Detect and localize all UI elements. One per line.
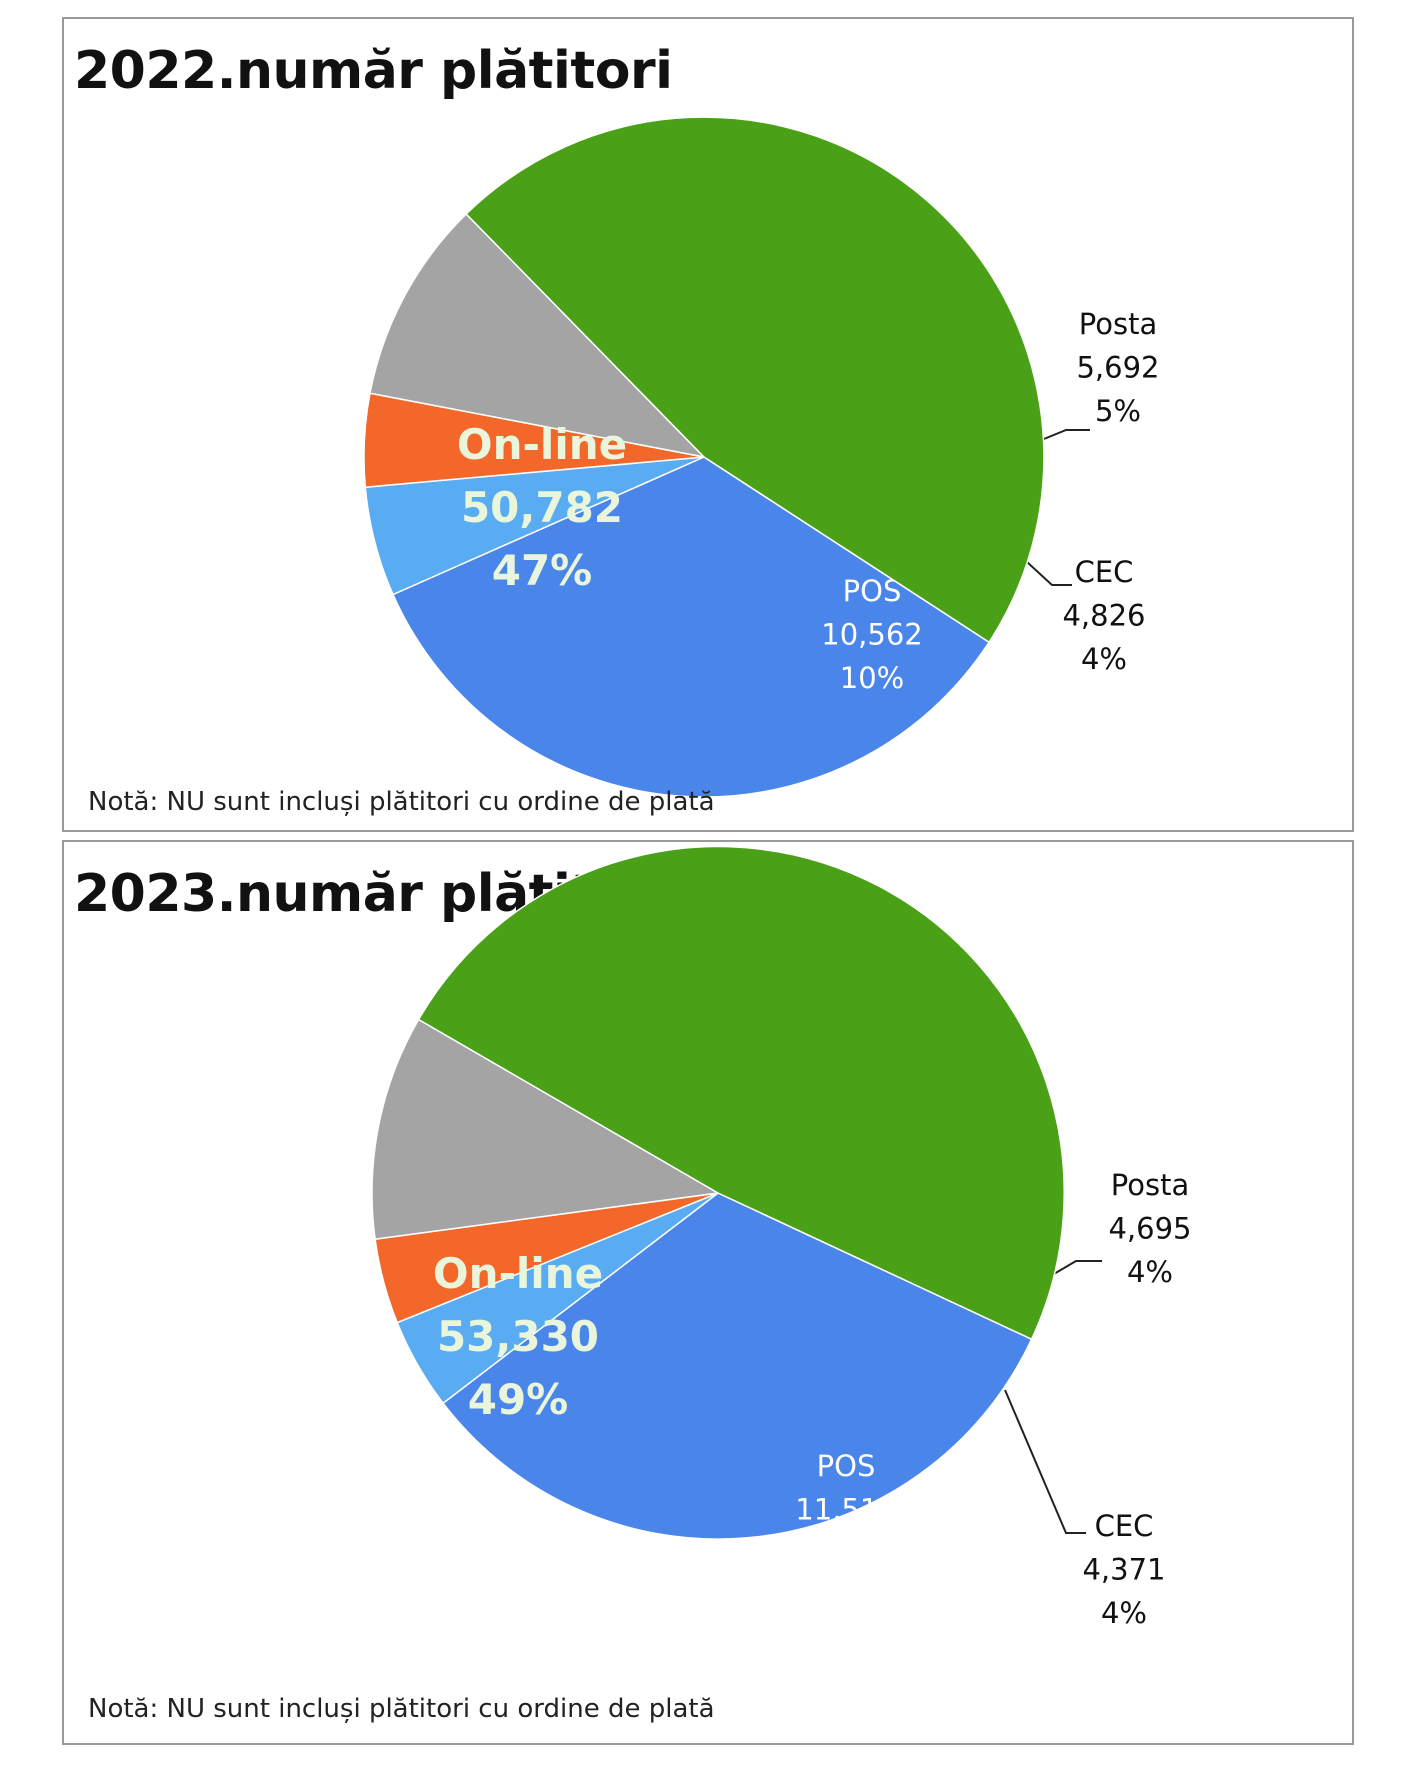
slice-value-cec: 4,826 bbox=[1062, 599, 1145, 633]
slice-value-pos: 11,515 bbox=[795, 1493, 896, 1527]
slice-value-posta: 4,695 bbox=[1108, 1212, 1191, 1246]
slice-percent-pos: 10% bbox=[814, 1536, 878, 1570]
slice-label-posta: Posta bbox=[1079, 307, 1157, 341]
pie-chart-2023: Casierie35,85633%Posta4,6954%CEC4,3714%P… bbox=[371, 845, 1192, 1630]
slice-value-on-line: 53,330 bbox=[437, 1312, 599, 1361]
slice-label-cec: CEC bbox=[1075, 555, 1134, 589]
pie-slice-on-line bbox=[465, 116, 1045, 644]
chart-note: Notă: NU sunt incluși plătitori cu ordin… bbox=[88, 787, 715, 817]
pie-slice-pos bbox=[369, 212, 707, 459]
pie-chart-2022: Casierie37,36434%Posta5,6925%CEC4,8264%P… bbox=[363, 116, 1160, 798]
pie-slice-on-line bbox=[417, 845, 1065, 1341]
slice-percent-posta: 5% bbox=[1095, 394, 1141, 428]
slice-label-on-line: On-line bbox=[457, 420, 627, 469]
chart-panel-2022: 2022.număr plătitori Casierie37,36434%Po… bbox=[62, 17, 1354, 832]
chart-note: Notă: NU sunt incluși plătitori cu ordin… bbox=[88, 1694, 715, 1724]
slice-label-on-line: On-line bbox=[433, 1249, 603, 1298]
slice-percent-on-line: 47% bbox=[492, 546, 593, 595]
slice-label-pos: POS bbox=[817, 1449, 876, 1483]
slice-percent-pos: 10% bbox=[840, 661, 904, 695]
slice-value-on-line: 50,782 bbox=[461, 483, 623, 532]
pie-slice-pos bbox=[371, 1018, 721, 1241]
slice-value-pos: 10,562 bbox=[821, 618, 922, 652]
slice-value-posta: 5,692 bbox=[1076, 351, 1159, 385]
slice-percent-posta: 4% bbox=[1127, 1255, 1173, 1289]
slice-percent-on-line: 49% bbox=[468, 1375, 569, 1424]
slice-percent-cec: 4% bbox=[1101, 1596, 1147, 1630]
slice-percent-cec: 4% bbox=[1081, 642, 1127, 676]
slice-label-posta: Posta bbox=[1111, 1168, 1189, 1202]
leader-line-cec bbox=[1004, 1389, 1086, 1534]
slice-value-cec: 4,371 bbox=[1082, 1553, 1165, 1587]
slice-label-cec: CEC bbox=[1095, 1509, 1154, 1543]
chart-panel-2023: 2023.număr plătitori Casierie35,85633%Po… bbox=[62, 840, 1354, 1745]
pie-slice-casierie bbox=[392, 456, 991, 798]
pie-slice-casierie bbox=[442, 1192, 1033, 1540]
chart-title: 2022.număr plătitori bbox=[74, 41, 673, 101]
